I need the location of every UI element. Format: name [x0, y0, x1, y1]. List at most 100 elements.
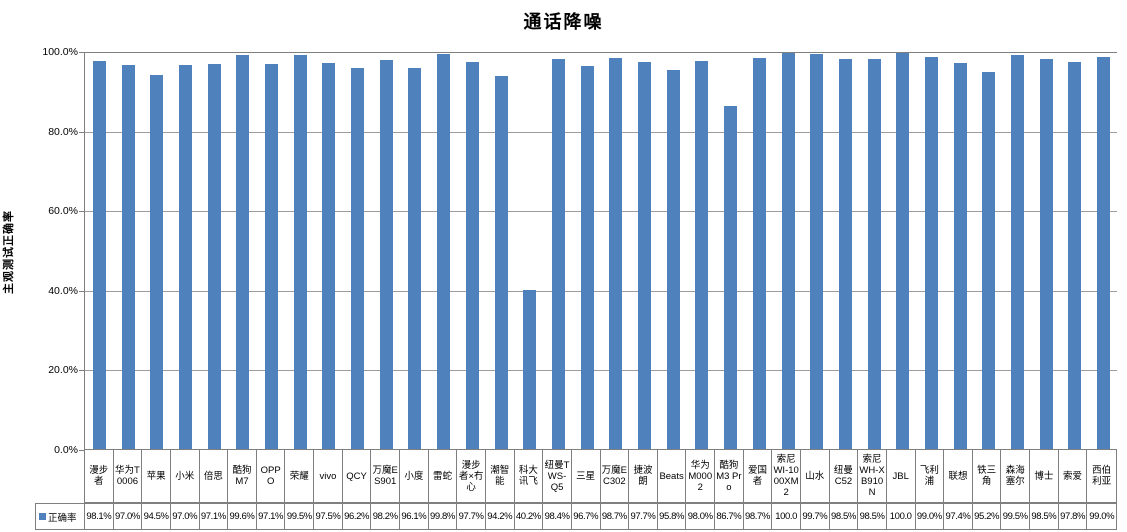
- y-tick-mark: [79, 211, 84, 213]
- value-cell: 99.5%: [1001, 504, 1031, 529]
- category-label: 森海塞尔: [1001, 450, 1031, 502]
- bar: [236, 54, 250, 449]
- value-cell: 98.7%: [744, 504, 773, 529]
- bar: [465, 62, 479, 449]
- value-cell: 97.4%: [944, 504, 973, 529]
- value-cell: 97.7%: [457, 504, 486, 529]
- value-cell: 97.1%: [257, 504, 286, 529]
- bar: [867, 58, 881, 449]
- bar: [523, 289, 537, 449]
- category-label: 酷狗M7: [228, 450, 257, 502]
- gridline: [85, 132, 1117, 134]
- value-cell: 96.1%: [400, 504, 429, 529]
- category-label: 华为T0006: [114, 450, 143, 502]
- category-label: 山水: [801, 450, 830, 502]
- category-label: vivo: [314, 450, 343, 502]
- y-tick-mark: [79, 370, 84, 372]
- value-cell: 98.7%: [601, 504, 630, 529]
- bar: [810, 54, 824, 449]
- bar: [724, 105, 738, 449]
- value-cell: 98.5%: [1030, 504, 1059, 529]
- bar: [351, 68, 365, 449]
- bar: [953, 63, 967, 449]
- category-label: 索尼WH-XB910N: [858, 450, 887, 502]
- bar: [121, 64, 135, 449]
- category-label: QCY: [343, 450, 372, 502]
- value-cell: 98.1%: [85, 504, 114, 529]
- category-label: 科大讯飞: [515, 450, 544, 502]
- y-tick-mark: [79, 52, 84, 53]
- value-cell: 99.5%: [285, 504, 315, 529]
- category-label: 漫步者: [85, 450, 114, 502]
- bar: [1097, 56, 1111, 449]
- y-tick-label: 80.0%: [48, 125, 78, 138]
- bar: [896, 53, 910, 449]
- value-cell: 97.7%: [629, 504, 658, 529]
- gridline: [85, 369, 1117, 371]
- value-cell: 97.8%: [1059, 504, 1088, 529]
- bar: [580, 66, 594, 449]
- category-label: 小米: [171, 450, 200, 502]
- bar: [178, 64, 192, 449]
- gridline: [85, 211, 1117, 213]
- plot-area: [84, 52, 1117, 450]
- category-label: 博士: [1030, 450, 1059, 502]
- bar: [494, 75, 508, 449]
- category-label: 荣耀: [285, 450, 315, 502]
- value-cell: 99.7%: [801, 504, 830, 529]
- bar: [1039, 58, 1053, 449]
- value-cell: 99.0%: [916, 504, 945, 529]
- value-cell: 97.1%: [200, 504, 229, 529]
- y-tick-mark: [79, 131, 84, 133]
- value-cell: 97.0%: [114, 504, 143, 529]
- chart-title: 通话降噪: [523, 12, 604, 33]
- category-label: 小度: [400, 450, 429, 502]
- value-cell: 40.2%: [515, 504, 544, 529]
- bar: [207, 64, 221, 449]
- bar: [293, 54, 307, 449]
- bar: [752, 58, 766, 449]
- y-tick-label: 40.0%: [48, 284, 78, 297]
- bar: [1011, 54, 1025, 449]
- value-cell: 94.2%: [486, 504, 515, 529]
- value-cell: 86.7%: [715, 504, 744, 529]
- value-cell: 100.0: [887, 504, 916, 529]
- category-label: 潮智能: [486, 450, 515, 502]
- legend-marker-icon: [39, 513, 46, 520]
- bar: [838, 58, 852, 449]
- category-label: 酷狗M3 Pro: [715, 450, 744, 502]
- value-cell: 99.6%: [228, 504, 257, 529]
- category-label: Beats: [658, 450, 687, 502]
- bar: [609, 58, 623, 449]
- bar: [924, 56, 938, 449]
- bar: [1068, 61, 1082, 449]
- category-label: 索爱: [1059, 450, 1088, 502]
- value-cell: 100.0: [772, 504, 801, 529]
- y-tick-label: 100.0%: [42, 46, 78, 58]
- value-cell: 95.2%: [973, 504, 1002, 529]
- category-label: JBL: [887, 450, 916, 502]
- bar: [379, 60, 393, 449]
- category-label: 苹果: [142, 450, 171, 502]
- bar: [265, 64, 278, 449]
- category-label: 索尼WI-1000XM2: [772, 450, 801, 502]
- bar: [437, 53, 451, 449]
- bar: [781, 53, 795, 449]
- gridline: [85, 290, 1117, 292]
- y-axis-title: 主观测试正确率: [3, 210, 15, 294]
- category-label: 万魔ES901: [371, 450, 401, 502]
- bar: [150, 74, 164, 449]
- bar: [408, 68, 422, 449]
- value-cell: 98.4%: [543, 504, 572, 529]
- bar: [982, 72, 996, 449]
- value-cell: 97.0%: [171, 504, 200, 529]
- bar: [638, 62, 652, 449]
- category-label: 铁三角: [973, 450, 1002, 502]
- category-label: OPPO: [257, 450, 286, 502]
- category-label: 漫步者×冇心: [457, 450, 486, 502]
- bar: [322, 62, 336, 449]
- value-cell: 94.5%: [142, 504, 171, 529]
- bar: [695, 60, 709, 449]
- bar: [92, 60, 106, 449]
